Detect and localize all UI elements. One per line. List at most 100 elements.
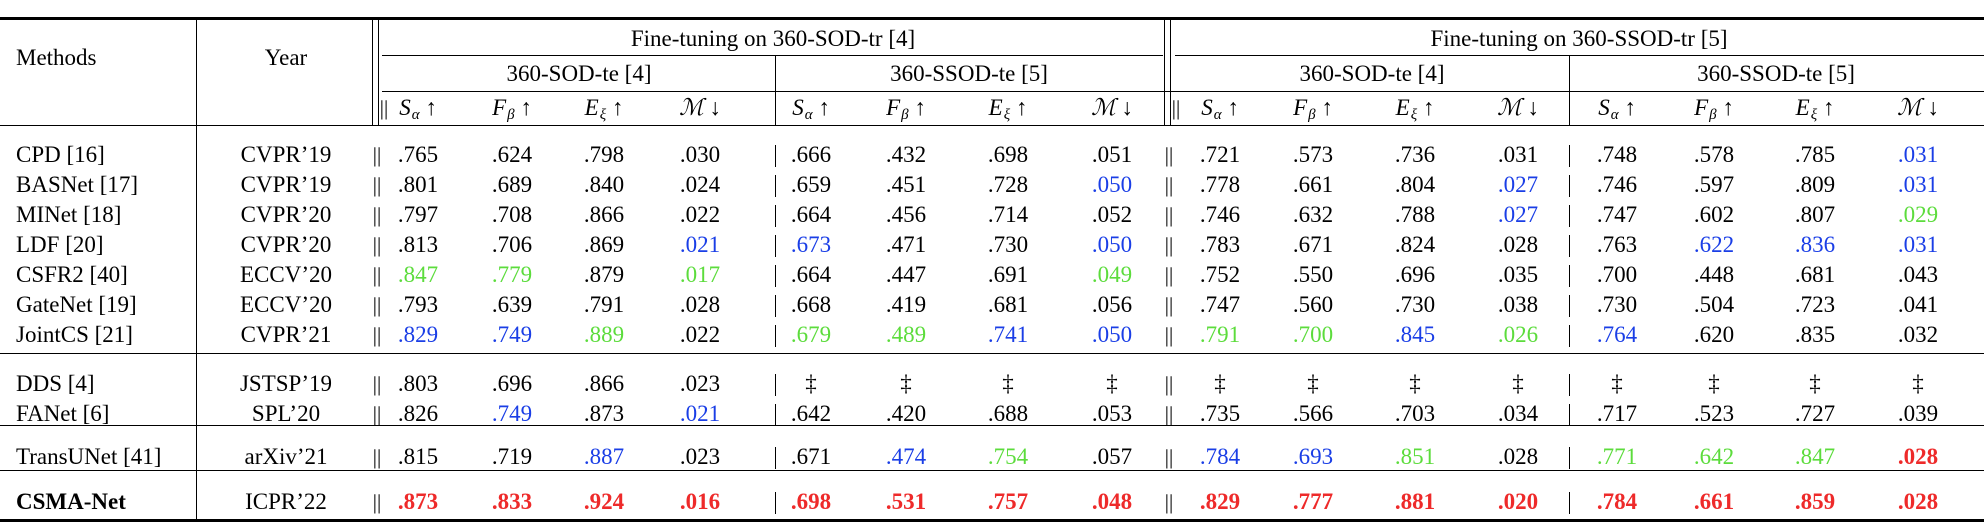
- metric-arrow: ↓: [1921, 95, 1939, 120]
- value-cell: .835: [1794, 322, 1836, 347]
- value-cell: .597: [1693, 172, 1735, 197]
- value-cell: ‡: [1611, 371, 1623, 396]
- value-cell: .829: [397, 322, 439, 347]
- block-separator: [775, 492, 776, 514]
- group-separator: ||: [1164, 263, 1174, 287]
- value-cell: .754: [987, 444, 1029, 469]
- group-separator: ||: [1164, 143, 1174, 167]
- value-cell: .053: [1091, 401, 1133, 426]
- metric-symbol: E: [1395, 95, 1410, 120]
- value-cell: .708: [491, 202, 533, 227]
- value-cell: .698: [790, 489, 832, 514]
- block-separator: [775, 175, 776, 197]
- metric-symbol: S: [1598, 95, 1610, 120]
- metric-arrow: ↓: [1115, 95, 1133, 120]
- value-cell: .700: [1596, 262, 1638, 287]
- value-cell: .804: [1394, 172, 1436, 197]
- value-cell: .048: [1091, 489, 1133, 514]
- value-cell: .698: [987, 142, 1029, 167]
- value-cell: .859: [1794, 489, 1836, 514]
- value-cell: .030: [679, 142, 721, 167]
- subgroup-header: 360-SSOD-te [5]: [890, 61, 1048, 86]
- block-separator: [1569, 205, 1570, 227]
- value-cell: .693: [1292, 444, 1334, 469]
- value-cell: .031: [1497, 142, 1539, 167]
- subgroup-header: 360-SOD-te [4]: [1299, 61, 1445, 86]
- metric-header: Sα ↑: [399, 94, 437, 129]
- metric-arrow: ↓: [1521, 95, 1539, 120]
- value-cell: .736: [1394, 142, 1436, 167]
- value-cell: .016: [679, 489, 721, 514]
- group-separator: ||: [1164, 490, 1174, 514]
- value-cell: .788: [1394, 202, 1436, 227]
- value-cell: .056: [1091, 292, 1133, 317]
- metric-symbol: ℳ: [679, 95, 704, 120]
- group-double-bar: [378, 20, 379, 126]
- value-cell: .723: [1794, 292, 1836, 317]
- value-cell: .028: [1497, 444, 1539, 469]
- value-cell: .784: [1596, 489, 1638, 514]
- value-cell: .029: [1897, 202, 1939, 227]
- group-separator: ||: [379, 96, 389, 120]
- group-separator: ||: [1164, 203, 1174, 227]
- value-cell: .746: [1199, 202, 1241, 227]
- value-cell: .052: [1091, 202, 1133, 227]
- value-cell: .847: [1794, 444, 1836, 469]
- group-header: Fine-tuning on 360-SSOD-tr [5]: [1430, 26, 1728, 51]
- value-cell: .833: [491, 489, 533, 514]
- metric-arrow: ↑: [1315, 95, 1333, 120]
- block-separator: [775, 235, 776, 257]
- value-cell: ‡: [1409, 371, 1421, 396]
- value-cell: .748: [1596, 142, 1638, 167]
- value-cell: .873: [583, 401, 625, 426]
- metric-arrow: ↑: [1010, 95, 1028, 120]
- value-cell: .050: [1091, 322, 1133, 347]
- metric-arrow: ↑: [1417, 95, 1435, 120]
- subgroup-rule: [382, 91, 1984, 92]
- block-separator: [775, 295, 776, 317]
- value-cell: .661: [1693, 489, 1735, 514]
- group-separator: ||: [372, 233, 382, 257]
- value-cell: .664: [790, 262, 832, 287]
- year-cell: ECCV’20: [240, 292, 332, 317]
- method-name: BASNet [17]: [16, 172, 139, 197]
- value-cell: .057: [1091, 444, 1133, 469]
- value-cell: .573: [1292, 142, 1334, 167]
- value-cell: .632: [1292, 202, 1334, 227]
- value-cell: ‡: [1912, 371, 1924, 396]
- block-separator: [775, 265, 776, 287]
- metric-subscript: α: [1213, 107, 1222, 123]
- block-separator: [1569, 325, 1570, 347]
- value-cell: .028: [679, 292, 721, 317]
- value-cell: .730: [1596, 292, 1638, 317]
- value-cell: .824: [1394, 232, 1436, 257]
- group-separator: ||: [1164, 323, 1174, 347]
- value-cell: .778: [1199, 172, 1241, 197]
- method-name: CPD [16]: [16, 142, 105, 167]
- value-cell: .807: [1794, 202, 1836, 227]
- value-cell: .028: [1897, 489, 1939, 514]
- value-cell: .869: [583, 232, 625, 257]
- value-cell: .679: [790, 322, 832, 347]
- value-cell: .560: [1292, 292, 1334, 317]
- group-separator: ||: [1164, 402, 1174, 426]
- year-cell: CVPR’21: [240, 322, 332, 347]
- section-3-rule: [0, 470, 1984, 471]
- metric-header: Eξ ↑: [989, 94, 1028, 129]
- value-cell: .840: [583, 172, 625, 197]
- value-cell: .879: [583, 262, 625, 287]
- metric-symbol: S: [399, 95, 411, 120]
- value-cell: .021: [679, 232, 721, 257]
- value-cell: .746: [1596, 172, 1638, 197]
- value-cell: .747: [1199, 292, 1241, 317]
- value-cell: .673: [790, 232, 832, 257]
- year-cell: arXiv’21: [244, 444, 328, 469]
- block-separator: [1569, 145, 1570, 167]
- block-separator: [1569, 265, 1570, 287]
- bottom-rule: [0, 519, 1984, 522]
- metric-arrow: ↑: [812, 95, 830, 120]
- metric-subscript: β: [1709, 107, 1717, 123]
- group-separator: ||: [372, 173, 382, 197]
- metric-header: Fβ ↑: [1694, 94, 1734, 129]
- year-cell: ICPR’22: [245, 489, 327, 514]
